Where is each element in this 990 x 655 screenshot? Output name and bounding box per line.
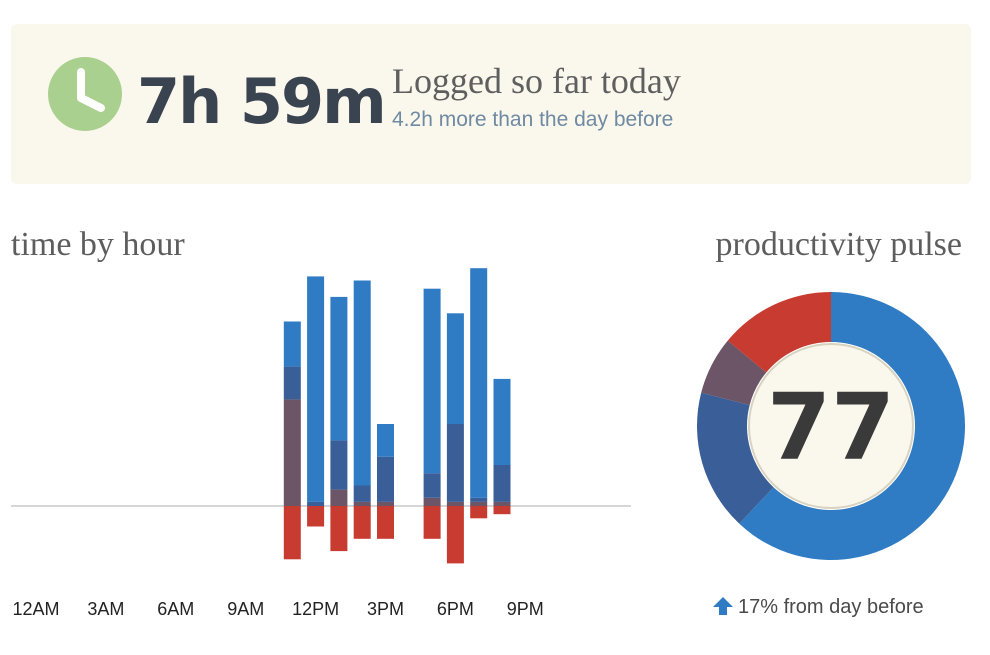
score-disc	[748, 343, 914, 509]
bar-very-productive	[493, 378, 511, 465]
bar-distracting	[353, 506, 371, 539]
logged-label: Logged so far today	[392, 61, 681, 101]
bar-distracting	[283, 506, 301, 560]
bar-distracting	[330, 506, 348, 552]
pulse-delta-text: 17% from day before	[738, 596, 924, 618]
bar-productive	[446, 424, 464, 502]
summary-card: 7h 59m Logged so far today 4.2h more tha…	[11, 24, 971, 184]
bar-very-productive	[307, 276, 325, 502]
bar-very-productive	[283, 321, 301, 367]
total-time: 7h 59m	[137, 65, 387, 138]
bar-distracting	[307, 506, 325, 527]
bar-neutral	[283, 399, 301, 506]
pulse-delta: 17% from day before	[712, 596, 924, 619]
bar-very-productive	[470, 268, 488, 498]
bar-distracting	[377, 506, 394, 539]
bar-distracting	[446, 506, 464, 564]
bar-productive	[283, 366, 301, 400]
clock-icon	[48, 57, 122, 131]
bar-neutral	[330, 489, 348, 506]
x-tick-label: 9AM	[227, 599, 264, 619]
bar-neutral	[377, 501, 394, 506]
pulse-chart: 77	[697, 292, 965, 560]
bar-very-productive	[330, 296, 348, 441]
bar-neutral	[446, 501, 464, 506]
bar-very-productive	[446, 313, 464, 424]
bar-distracting	[470, 506, 488, 519]
slice-productive	[697, 392, 774, 524]
slice-distracting	[727, 292, 831, 373]
delta-label: 4.2h more than the day before	[392, 108, 674, 131]
x-tick-label: 6AM	[157, 599, 194, 619]
bar-neutral	[493, 501, 511, 506]
slice-very-productive	[739, 292, 965, 560]
bar-distracting	[493, 506, 511, 515]
x-tick-label: 6PM	[437, 599, 474, 619]
bar-productive	[377, 456, 394, 502]
bar-very-productive	[423, 288, 441, 474]
bar-productive	[470, 497, 488, 502]
pulse-score: 77	[767, 374, 895, 481]
pulse-chart-title: productivity pulse	[715, 226, 962, 263]
bar-very-productive	[353, 280, 371, 486]
x-tick-label: 3AM	[87, 599, 124, 619]
x-tick-label: 9PM	[507, 599, 544, 619]
arrow-up-icon	[713, 597, 733, 615]
bar-productive	[307, 501, 325, 506]
x-tick-label: 12PM	[292, 599, 339, 619]
x-tick-label: 12AM	[12, 599, 59, 619]
slice-neutral	[701, 340, 767, 406]
x-tick-label: 3PM	[367, 599, 404, 619]
bar-productive	[353, 485, 371, 502]
bar-neutral	[353, 501, 371, 506]
bar-neutral	[423, 497, 441, 506]
bar-productive	[423, 473, 441, 498]
bar-distracting	[423, 506, 441, 539]
bar-productive	[493, 465, 511, 502]
bar-productive	[330, 440, 348, 490]
hour-chart: 12AM 3AM 6AM 9AM 12PM 3PM 6PM 9PM	[11, 268, 631, 619]
bar-very-productive	[377, 424, 394, 457]
bar-neutral	[470, 501, 488, 506]
hour-chart-title: time by hour	[11, 226, 185, 263]
